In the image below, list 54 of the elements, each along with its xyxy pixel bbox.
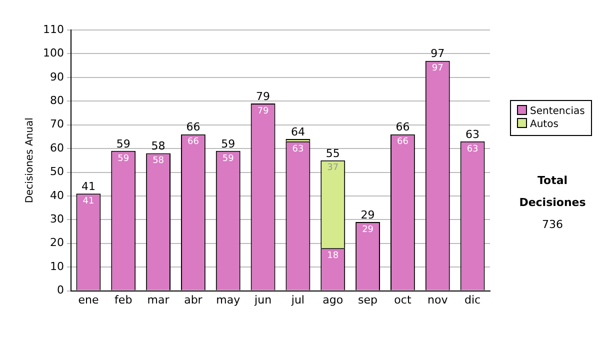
y-tick-label: 20 [50,236,64,250]
x-tick-label: may [216,293,241,306]
y-tick-label: 80 [50,94,64,107]
data-label: 79 [257,106,270,116]
data-label: 59 [118,154,130,164]
x-tick-label: dic [464,293,481,306]
y-tick-label: 10 [50,260,64,273]
x-tick-label: sep [358,293,378,306]
total-label: 63 [466,128,480,141]
data-label: 97 [432,64,444,74]
data-label: 66 [396,137,409,148]
total-label: 41 [81,180,96,193]
y-tick-label: 110 [42,22,64,36]
data-label: 63 [466,144,478,154]
total-label: 66 [186,120,200,134]
total-label: 97 [430,47,445,60]
total-label: 58 [151,140,166,153]
x-tick-label: jul [290,293,305,306]
total-label: 66 [396,120,410,134]
legend-label: Autos [529,118,560,131]
text: 736 [541,217,564,233]
data-label: 66 [187,137,200,148]
text: Total Decisiones [518,173,587,211]
x-tick-label: ago [322,293,344,306]
y-tick-label: 100 [42,46,64,60]
total-label: 55 [326,146,340,160]
total-label: 29 [360,208,375,222]
data-label: 29 [362,224,374,235]
data-label: 58 [152,156,164,166]
y-tick-label: 90 [50,70,64,84]
total-label: 64 [290,125,305,138]
total-label: 79 [256,90,270,103]
total-label: 59 [221,137,236,150]
x-tick-label: mar [147,293,170,306]
total-label: 59 [116,137,130,150]
x-tick-label: feb [114,293,132,306]
data-label: 63 [292,144,304,154]
x-tick-label: ene [78,293,99,306]
x-tick-label: jun [254,293,272,306]
y-tick-label: 40 [50,188,64,202]
y-tick-label: 30 [50,212,64,226]
y-tick-label: 70 [50,118,64,131]
legend-label: Sentencias [529,105,585,118]
y-tick-label: 0 [56,284,64,297]
y-tick-label: 60 [50,141,64,154]
x-tick-label: oct [394,293,412,306]
x-tick-label: abr [184,293,203,306]
y-tick-label: 50 [50,165,64,178]
data-label: 41 [82,196,94,206]
y-axis-title: Decisiones Anual [24,118,36,204]
data-label: 37 [327,163,339,174]
data-label: 59 [222,154,234,164]
x-tick-label: nov [428,293,448,306]
data-label: 18 [327,250,339,261]
